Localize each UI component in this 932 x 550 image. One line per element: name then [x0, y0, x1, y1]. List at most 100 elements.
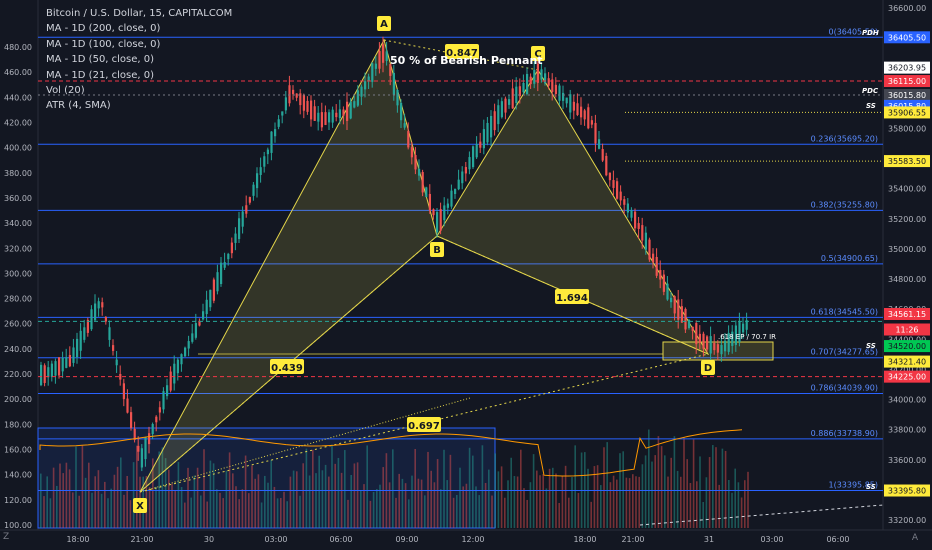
candle-body — [65, 357, 68, 368]
time-tick-9: 31 — [704, 535, 714, 544]
volume-bar — [59, 463, 61, 528]
candle-body — [648, 239, 651, 260]
candle-body — [500, 101, 503, 118]
volume-bar — [571, 477, 573, 528]
volume-bar — [635, 476, 637, 528]
volume-bar — [404, 483, 407, 528]
volume-bar — [456, 494, 458, 528]
candle-body — [446, 203, 449, 208]
candle-body — [572, 101, 575, 111]
candle-body — [94, 303, 97, 321]
volume-bar — [593, 466, 596, 528]
volume-bar — [718, 484, 720, 528]
candle-body — [50, 363, 53, 377]
candle-body — [428, 193, 431, 211]
candle-body — [418, 168, 421, 176]
legend-vol[interactable]: Vol (20) — [46, 85, 85, 97]
ratio-badge-3 — [407, 417, 441, 432]
candle-body — [670, 297, 673, 303]
volume-bar — [657, 436, 660, 528]
candle-body — [558, 85, 561, 101]
candle-body — [673, 296, 676, 314]
volume-bar — [696, 481, 698, 528]
candle-body — [464, 167, 467, 174]
volume-bar — [347, 499, 349, 528]
candle-body — [475, 144, 478, 158]
candle-body — [731, 331, 734, 346]
volume-bar — [689, 482, 692, 528]
volume-bar — [91, 492, 93, 528]
candle-body — [83, 327, 86, 340]
candle-body — [565, 97, 568, 104]
candle-body — [245, 205, 248, 214]
time-tick-10: 03:00 — [760, 535, 783, 544]
legend-ma50[interactable]: MA - 1D (50, close, 0) — [46, 54, 155, 66]
price-tag-bg-0 — [884, 31, 930, 44]
fib-label-6: 0.786(34039.90) — [811, 384, 878, 393]
legend-ma100[interactable]: MA - 1D (100, close, 0) — [46, 38, 161, 50]
volume-bar — [254, 478, 256, 528]
volume-bar — [171, 483, 173, 528]
candle-body — [461, 171, 464, 184]
candle-body — [738, 321, 741, 343]
volume-bar — [392, 449, 394, 528]
volume-bar — [532, 454, 535, 528]
candle-body — [277, 119, 280, 127]
volume-bar — [705, 477, 708, 528]
candle-body — [115, 359, 118, 366]
candle-body — [522, 82, 525, 93]
legend-ma200[interactable]: MA - 1D (200, close, 0) — [46, 23, 161, 35]
candle-body — [205, 299, 208, 315]
volume-bar — [238, 499, 240, 528]
volume-bar — [513, 476, 516, 528]
candle-body — [227, 253, 230, 260]
volume-bar — [164, 458, 167, 528]
auto-scale-icon[interactable]: A — [911, 533, 918, 543]
price-tag-bg-8 — [884, 323, 930, 336]
point-badge-A — [377, 16, 391, 31]
volume-bar — [414, 448, 416, 528]
legend-atr[interactable]: ATR (4, SMA) — [46, 100, 111, 112]
right-tick-14: 33800.00 — [888, 426, 926, 435]
candle-body — [713, 343, 716, 351]
volume-bar — [638, 476, 640, 528]
candle-body — [709, 336, 712, 354]
candle-body — [97, 301, 100, 309]
fibonacci-retracement: 0(36405.50) 0.236(35695.20) 0.382(35255.80… — [38, 27, 883, 492]
candle-body — [263, 156, 266, 167]
candle-body — [493, 111, 496, 131]
candle-body — [130, 412, 133, 428]
d-note: .618 EP / 70.7 IR — [718, 333, 776, 341]
candle-body — [72, 347, 75, 363]
volume-bar — [353, 463, 356, 528]
candle-body — [727, 332, 730, 352]
price-tag-7: 34561.15 — [888, 310, 926, 319]
candle-body — [623, 199, 626, 205]
volume-bar — [443, 449, 445, 528]
candle-body — [230, 242, 233, 254]
candle-body — [338, 109, 341, 119]
candle-body — [61, 357, 64, 372]
volume-bar — [244, 455, 247, 528]
candle-body — [666, 283, 669, 300]
volume-bar — [193, 475, 196, 528]
candle-body — [140, 448, 143, 468]
volume-bar — [49, 498, 52, 528]
candle-body — [288, 85, 291, 104]
timezone-icon[interactable]: Z — [3, 532, 10, 542]
legend-ma21[interactable]: MA - 1D (21, close, 0) — [46, 69, 155, 81]
volume-bar — [427, 451, 429, 528]
volume-bar — [542, 474, 544, 528]
candle-body — [176, 359, 179, 374]
volume-bar — [132, 462, 135, 528]
ratio-label-1: 0.439 — [271, 363, 303, 374]
volume-bar — [68, 469, 71, 528]
candle-body — [724, 340, 727, 352]
volume-bar — [587, 468, 589, 528]
candle-body — [410, 147, 413, 158]
level-mark-3: SS — [866, 342, 876, 350]
price-tag-bg-2 — [884, 75, 930, 88]
candle-body — [281, 111, 284, 116]
time-axis: 18:00 21:00 30 03:00 06:00 09:00 12:00 18:00 21:… — [66, 535, 849, 544]
